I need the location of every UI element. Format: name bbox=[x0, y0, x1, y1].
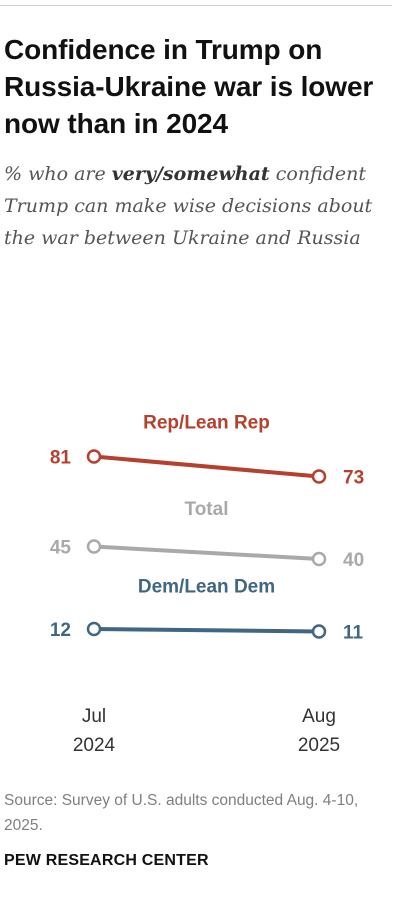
data-label-dem-lean-dem-2: 11 bbox=[343, 623, 364, 644]
organization-name: PEW RESEARCH CENTER bbox=[4, 852, 209, 869]
data-point-total-2 bbox=[311, 551, 327, 567]
series-line-total bbox=[92, 544, 321, 561]
data-point-total-1 bbox=[86, 539, 102, 554]
series-label-rep-lean-rep: Rep/Lean Rep bbox=[143, 413, 270, 434]
subtitle-emphasis: very/somewhat bbox=[111, 163, 270, 185]
x-tick-label-line: Aug bbox=[302, 706, 336, 727]
subtitle-prefix: % who are bbox=[4, 163, 112, 185]
series-label-total: Total bbox=[185, 499, 229, 520]
x-tick-label-line: Jul bbox=[82, 706, 106, 727]
data-point-rep-lean-rep-1 bbox=[86, 449, 102, 464]
line-chart: Rep/Lean Rep 81 73 Total 45 40 Dem/Lean Dem 12 1… bbox=[50, 413, 364, 757]
x-tick-label-line: 2024 bbox=[73, 735, 116, 756]
data-point-dem-lean-dem-1 bbox=[86, 621, 102, 637]
data-point-dem-lean-dem-2 bbox=[311, 624, 327, 639]
series-line-rep-lean-rep bbox=[92, 454, 321, 479]
series-label-dem-lean-dem: Dem/Lean Dem bbox=[138, 576, 275, 597]
subtitle-rest: confident Trump can make wise decisions … bbox=[4, 163, 373, 249]
x-tick-label-line: 2025 bbox=[298, 735, 340, 756]
top-rule bbox=[0, 5, 392, 6]
data-label-rep-lean-rep-2: 73 bbox=[343, 468, 364, 489]
x-tick-label-1: Jul 2024 bbox=[73, 706, 116, 756]
x-tick-label-2: Aug 2025 bbox=[298, 706, 340, 756]
data-label-dem-lean-dem-1: 12 bbox=[50, 620, 71, 641]
chart-title: Confidence in Trump on Russia-Ukraine wa… bbox=[4, 34, 374, 139]
data-point-rep-lean-rep-2 bbox=[311, 469, 327, 484]
data-label-total-1: 45 bbox=[50, 538, 72, 559]
series-line-dem-lean-dem bbox=[92, 627, 321, 634]
source-note: Source: Survey of U.S. adults conducted … bbox=[4, 792, 359, 834]
chart-subtitle: % who are very/somewhat confident Trump … bbox=[4, 158, 388, 254]
data-label-rep-lean-rep-1: 81 bbox=[50, 448, 72, 469]
data-label-total-2: 40 bbox=[343, 550, 364, 571]
